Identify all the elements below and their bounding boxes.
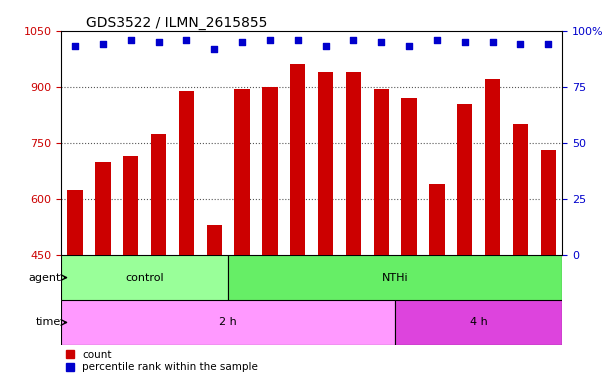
Point: [153, 39, 163, 45]
Bar: [61, 300, 395, 345]
Bar: [346, 72, 361, 384]
Bar: [262, 87, 277, 384]
Point: [488, 39, 497, 45]
Point: [98, 41, 108, 47]
Legend: count, percentile rank within the sample: count, percentile rank within the sample: [67, 350, 258, 372]
Bar: [395, 300, 562, 345]
Point: [321, 43, 331, 50]
Point: [376, 39, 386, 45]
Bar: [290, 65, 306, 384]
Text: NTHi: NTHi: [382, 273, 408, 283]
Point: [293, 36, 302, 43]
Point: [210, 46, 219, 52]
Bar: [235, 89, 250, 384]
Bar: [485, 79, 500, 384]
Bar: [151, 134, 166, 384]
Bar: [541, 151, 556, 384]
Point: [460, 39, 470, 45]
Bar: [429, 184, 445, 384]
Bar: [318, 72, 333, 384]
Text: control: control: [125, 273, 164, 283]
Bar: [123, 156, 138, 384]
Bar: [178, 91, 194, 384]
Point: [70, 43, 80, 50]
Point: [181, 36, 191, 43]
Point: [516, 41, 525, 47]
Point: [126, 36, 136, 43]
Text: GDS3522 / ILMN_2615855: GDS3522 / ILMN_2615855: [86, 16, 268, 30]
Bar: [457, 104, 472, 384]
Bar: [373, 89, 389, 384]
Point: [348, 36, 358, 43]
Bar: [95, 162, 111, 384]
Point: [432, 36, 442, 43]
Bar: [228, 255, 562, 300]
Bar: [401, 98, 417, 384]
Bar: [67, 190, 82, 384]
Point: [404, 43, 414, 50]
Bar: [61, 255, 228, 300]
Text: time: time: [36, 318, 61, 328]
Bar: [207, 225, 222, 384]
Point: [237, 39, 247, 45]
Text: 4 h: 4 h: [470, 318, 488, 328]
Text: agent: agent: [29, 273, 61, 283]
Bar: [513, 124, 528, 384]
Point: [265, 36, 275, 43]
Text: 2 h: 2 h: [219, 318, 237, 328]
Point: [543, 41, 553, 47]
